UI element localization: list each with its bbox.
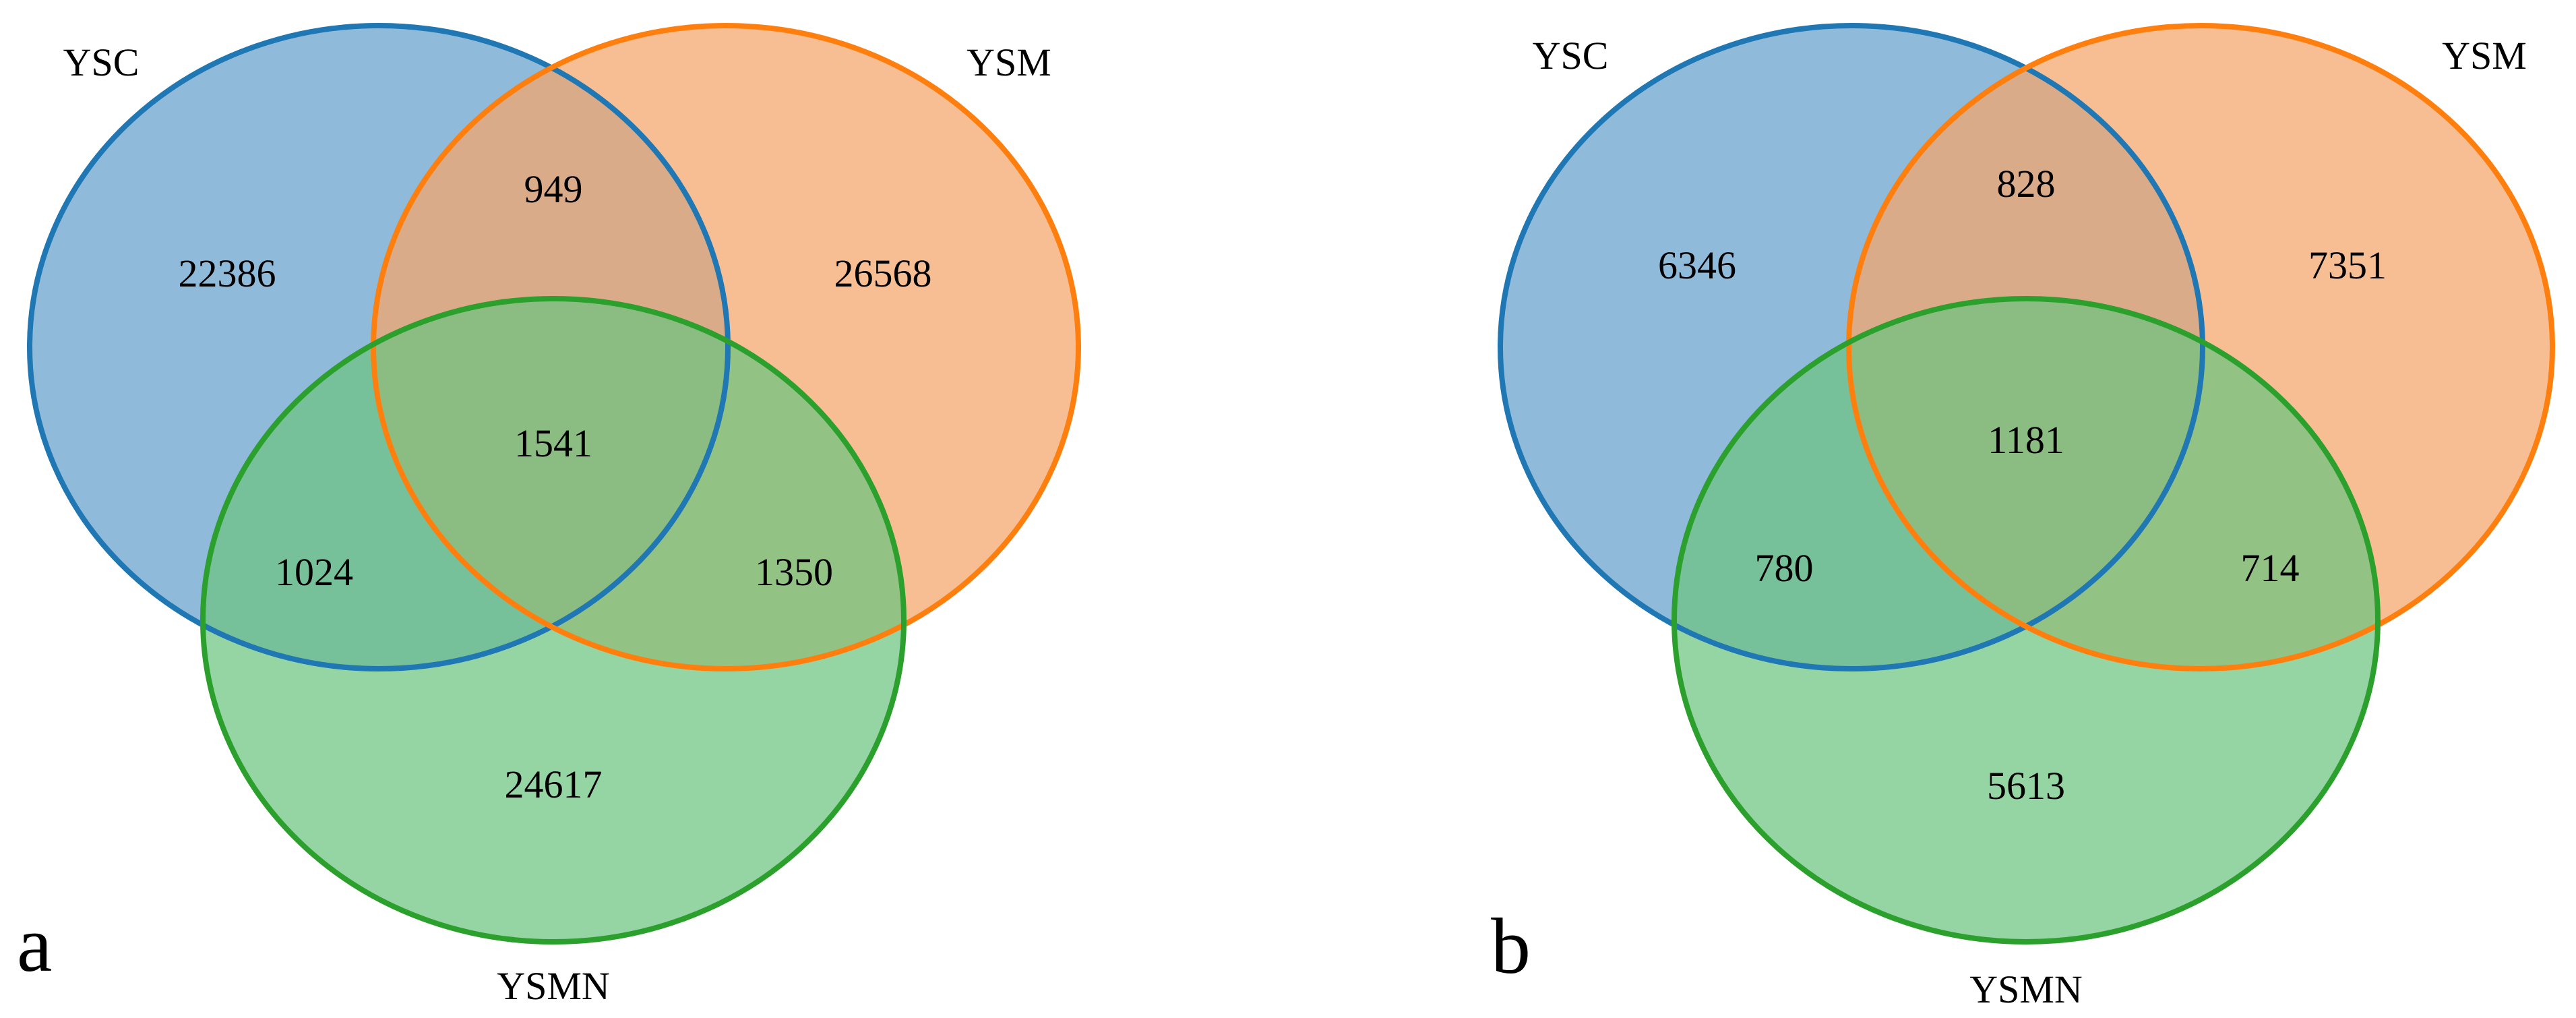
ysm-set-label: YSM bbox=[2442, 34, 2527, 78]
panel-letter-b: b bbox=[1491, 902, 1531, 990]
ysmn-only-count: 5613 bbox=[1987, 764, 2065, 808]
ysmn-outline bbox=[1672, 296, 2381, 945]
panel-letter-a: a bbox=[17, 900, 52, 988]
ysm-ysmn-count: 714 bbox=[2241, 546, 2300, 590]
ysmn-set-label: YSMN bbox=[497, 964, 610, 1008]
ysc-outline bbox=[27, 23, 731, 671]
ysm-set-label: YSM bbox=[967, 40, 1051, 84]
ysm-ysmn-count: 1350 bbox=[755, 550, 833, 594]
venn-panel-a: YSC YSM YSMN 22386 26568 24617 949 1024 … bbox=[17, 23, 1081, 1008]
ysc-ysm-count: 828 bbox=[1997, 162, 2056, 206]
ysmn-circle bbox=[203, 299, 904, 942]
ysc-outline bbox=[1498, 23, 2205, 671]
ysc-set-label: YSC bbox=[63, 40, 140, 84]
ysm-only-count: 7351 bbox=[2308, 243, 2387, 287]
ysc-only-count: 6346 bbox=[1658, 243, 1736, 287]
ysm-only-count: 26568 bbox=[834, 251, 932, 295]
all-three-count: 1541 bbox=[514, 421, 592, 465]
ysmn-circle bbox=[1674, 299, 2378, 942]
ysc-ysm-count: 949 bbox=[524, 167, 583, 211]
ysc-set-label: YSC bbox=[1533, 34, 1609, 78]
ysmn-outline bbox=[200, 296, 907, 945]
venn-panel-b: YSC YSM YSMN 6346 7351 5613 828 780 714 … bbox=[1491, 23, 2555, 1011]
ysmn-set-label: YSMN bbox=[1969, 967, 2083, 1011]
all-three-count: 1181 bbox=[1988, 418, 2064, 462]
ysc-only-count: 22386 bbox=[179, 251, 276, 295]
ysmn-only-count: 24617 bbox=[505, 762, 603, 806]
ysm-outline bbox=[1846, 23, 2555, 671]
ysc-ysmn-count: 1024 bbox=[275, 550, 353, 594]
ysc-ysmn-count: 780 bbox=[1755, 546, 1814, 590]
